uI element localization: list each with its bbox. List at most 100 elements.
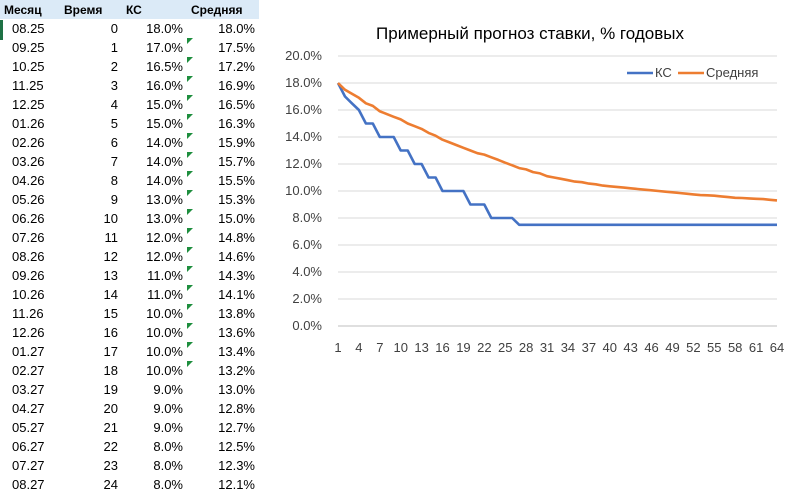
cell-month[interactable]: 11.26	[12, 306, 44, 321]
cell-key-rate[interactable]: 11.0%	[147, 268, 183, 283]
cell-key-rate[interactable]: 14.0%	[146, 135, 183, 150]
header-average[interactable]: Средняя	[187, 0, 259, 19]
cell-time[interactable]: 8	[110, 173, 118, 188]
cell-month[interactable]: 01.27	[12, 344, 45, 359]
series-line-key-rate[interactable]	[336, 82, 777, 227]
cell-key-rate[interactable]: 10.0%	[146, 363, 183, 378]
cell-month[interactable]: 06.26	[12, 211, 45, 226]
cell-time[interactable]: 24	[103, 477, 118, 492]
cell-time[interactable]: 22	[103, 439, 118, 454]
cell-average[interactable]: 14.6%	[187, 247, 259, 266]
cell-time[interactable]: 9	[110, 192, 118, 207]
cell-average[interactable]: 12.7%	[218, 420, 255, 435]
chart-area[interactable]: Примерный прогноз ставки, % годовых 0.0%…	[275, 9, 800, 364]
cell-time[interactable]: 4	[110, 97, 118, 112]
cell-time[interactable]: 11	[104, 230, 119, 245]
cell-month[interactable]: 03.26	[12, 154, 45, 169]
cell-key-rate[interactable]: 17.0%	[146, 40, 183, 55]
cell-key-rate[interactable]: 18.0%	[146, 21, 183, 36]
cell-key-rate[interactable]: 16.5%	[146, 59, 183, 74]
cell-key-rate[interactable]: 11.0%	[147, 287, 183, 302]
cell-month[interactable]: 04.27	[12, 401, 45, 416]
cell-month[interactable]: 02.26	[12, 135, 45, 150]
cell-time[interactable]: 0	[110, 21, 118, 36]
cell-time[interactable]: 14	[103, 287, 118, 302]
cell-time[interactable]: 18	[103, 363, 118, 378]
cell-key-rate[interactable]: 9.0%	[153, 382, 183, 397]
cell-time[interactable]: 15	[103, 306, 118, 321]
header-key-rate[interactable]: КС	[122, 0, 187, 19]
cell-key-rate[interactable]: 13.0%	[146, 211, 183, 226]
cell-month[interactable]: 08.25	[12, 21, 45, 36]
cell-month[interactable]: 11.25	[12, 78, 44, 93]
cell-time[interactable]: 23	[103, 458, 118, 473]
cell-key-rate[interactable]: 9.0%	[153, 401, 183, 416]
cell-key-rate[interactable]: 14.0%	[146, 173, 183, 188]
cell-key-rate[interactable]: 10.0%	[146, 306, 183, 321]
cell-average[interactable]: 16.3%	[187, 114, 259, 133]
cell-average[interactable]: 16.9%	[187, 76, 259, 95]
cell-key-rate[interactable]: 12.0%	[146, 249, 183, 264]
cell-month[interactable]: 03.27	[12, 382, 45, 397]
cell-month[interactable]: 07.26	[12, 230, 45, 245]
cell-month[interactable]: 10.25	[12, 59, 45, 74]
cell-month[interactable]: 07.27	[12, 458, 45, 473]
cell-month[interactable]: 08.27	[12, 477, 45, 492]
cell-key-rate[interactable]: 14.0%	[146, 154, 183, 169]
cell-time[interactable]: 21	[103, 420, 118, 435]
cell-month[interactable]: 08.26	[12, 249, 45, 264]
cell-average[interactable]: 15.3%	[187, 190, 259, 209]
cell-average[interactable]: 15.9%	[187, 133, 259, 152]
cell-average[interactable]: 14.3%	[187, 266, 259, 285]
cell-key-rate[interactable]: 8.0%	[153, 458, 183, 473]
cell-time[interactable]: 10	[103, 211, 118, 226]
cell-average[interactable]: 14.8%	[187, 228, 259, 247]
cell-time[interactable]: 1	[110, 40, 118, 55]
cell-time[interactable]: 6	[110, 135, 118, 150]
cell-time[interactable]: 19	[103, 382, 118, 397]
cell-time[interactable]: 3	[110, 78, 118, 93]
cell-month[interactable]: 02.27	[12, 363, 45, 378]
cell-average[interactable]: 17.2%	[187, 57, 259, 76]
cell-month[interactable]: 04.26	[12, 173, 45, 188]
cell-average[interactable]: 17.5%	[187, 38, 259, 57]
cell-average[interactable]: 13.6%	[187, 323, 259, 342]
cell-key-rate[interactable]: 16.0%	[146, 78, 183, 93]
cell-average[interactable]: 15.5%	[187, 171, 259, 190]
cell-time[interactable]: 5	[110, 116, 118, 131]
cell-key-rate[interactable]: 15.0%	[146, 97, 183, 112]
cell-average[interactable]: 14.1%	[187, 285, 259, 304]
cell-key-rate[interactable]: 15.0%	[146, 116, 183, 131]
cell-month[interactable]: 10.26	[12, 287, 45, 302]
cell-average[interactable]: 13.0%	[218, 382, 255, 397]
cell-time[interactable]: 16	[103, 325, 118, 340]
cell-average[interactable]: 16.5%	[187, 95, 259, 114]
cell-average[interactable]: 13.2%	[187, 361, 259, 380]
cell-average[interactable]: 15.7%	[187, 152, 259, 171]
cell-average[interactable]: 13.4%	[187, 342, 259, 361]
cell-average[interactable]: 12.5%	[218, 439, 255, 454]
header-month[interactable]: Месяц	[0, 0, 60, 19]
cell-key-rate[interactable]: 9.0%	[153, 420, 183, 435]
cell-month[interactable]: 05.26	[12, 192, 45, 207]
series-line-average[interactable]	[337, 82, 778, 202]
cell-key-rate[interactable]: 8.0%	[153, 439, 183, 454]
header-time[interactable]: Время	[60, 0, 122, 19]
cell-key-rate[interactable]: 12.0%	[146, 230, 183, 245]
cell-key-rate[interactable]: 10.0%	[146, 325, 183, 340]
cell-month[interactable]: 09.26	[12, 268, 45, 283]
cell-month[interactable]: 01.26	[12, 116, 45, 131]
cell-time[interactable]: 20	[103, 401, 118, 416]
cell-month[interactable]: 06.27	[12, 439, 45, 454]
cell-average[interactable]: 12.3%	[218, 458, 255, 473]
cell-key-rate[interactable]: 13.0%	[146, 192, 183, 207]
cell-time[interactable]: 2	[110, 59, 118, 74]
cell-key-rate[interactable]: 8.0%	[153, 477, 183, 492]
cell-month[interactable]: 12.25	[12, 97, 45, 112]
cell-average[interactable]: 12.1%	[218, 477, 255, 492]
cell-time[interactable]: 7	[110, 154, 118, 169]
cell-average[interactable]: 12.8%	[218, 401, 255, 416]
cell-average[interactable]: 15.0%	[187, 209, 259, 228]
cell-month[interactable]: 09.25	[12, 40, 45, 55]
cell-month[interactable]: 05.27	[12, 420, 45, 435]
